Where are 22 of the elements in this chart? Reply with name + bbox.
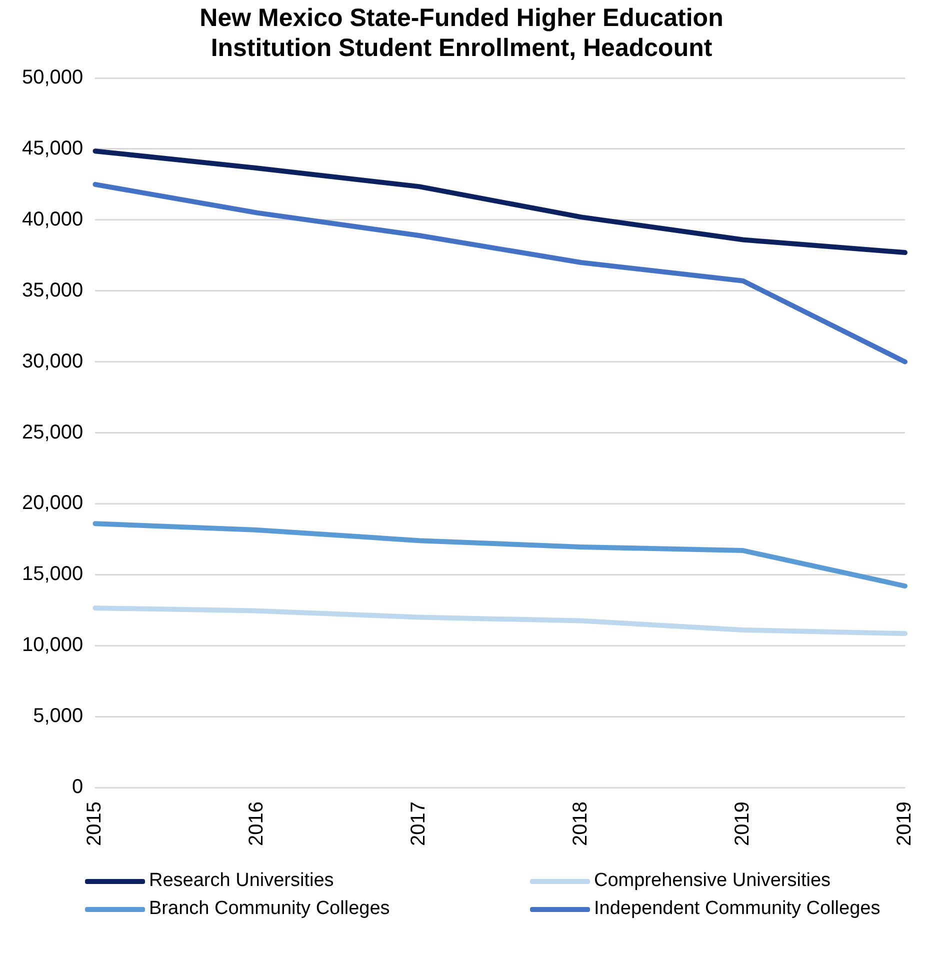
- y-tick-label: 25,000: [22, 421, 84, 444]
- x-tick-label: 2018: [570, 802, 592, 846]
- legend-label: Branch Community Colleges: [149, 898, 390, 920]
- x-tick-label: 2016: [246, 802, 268, 846]
- y-tick-label: 50,000: [22, 66, 84, 89]
- y-tick-label: 5,000: [33, 705, 84, 728]
- legend-label: Comprehensive Universities: [594, 870, 831, 892]
- y-tick-label: 45,000: [22, 137, 84, 160]
- x-tick-label: 2019: [732, 802, 754, 846]
- y-tick-label: 30,000: [22, 350, 84, 372]
- y-tick-label: 40,000: [22, 208, 84, 230]
- legend-label: Independent Community Colleges: [594, 898, 880, 920]
- y-tick-label: 15,000: [22, 563, 84, 586]
- y-tick-label: 20,000: [22, 492, 84, 514]
- x-tick-label: 2017: [408, 802, 430, 846]
- y-tick-label: 10,000: [22, 634, 84, 656]
- x-tick-label: 2019: [894, 802, 916, 846]
- chart-title: New Mexico State-Funded Higher Education Institution Student Enrollment, Headcount: [200, 4, 724, 62]
- legend-label: Research Universities: [149, 870, 334, 892]
- y-tick-label: 0: [72, 776, 84, 798]
- x-tick-label: 2015: [84, 802, 106, 846]
- y-tick-label: 35,000: [22, 279, 84, 302]
